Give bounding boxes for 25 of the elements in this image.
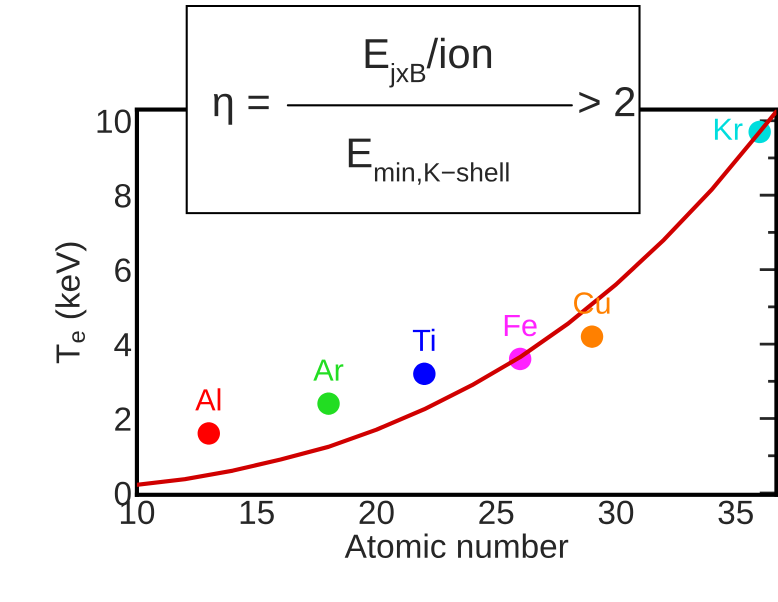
point: [580, 325, 604, 348]
series-label: Kr: [714, 118, 743, 140]
x-axis-title: Atomic number: [344, 534, 568, 558]
x-tick-label: 25: [479, 500, 514, 524]
text: EjxB/ion: [366, 38, 492, 88]
x-tick-label: 15: [240, 500, 274, 524]
y-tick-label: 4: [114, 333, 132, 356]
x-tick-label: 35: [718, 500, 753, 524]
y-tick-label: 8: [114, 184, 131, 208]
point: [317, 392, 340, 415]
point: [413, 362, 436, 386]
annotation: η =: [214, 94, 269, 125]
annotation: Emin,K−shell: [348, 138, 509, 185]
y-axis-title: T$_{e}$ (keV): [55, 242, 86, 364]
point: [198, 422, 220, 445]
x-tick-label: 30: [598, 500, 634, 524]
annotation: > 2: [579, 87, 634, 116]
series-label: Fe: [504, 314, 537, 336]
y-tick-label: 2: [115, 407, 130, 431]
y-tick-label: 10: [98, 110, 131, 134]
y-tick-label: 6: [115, 258, 131, 282]
series-label: Al: [195, 388, 220, 410]
series-label: Ti: [412, 328, 434, 351]
series-label: Ar: [313, 360, 344, 381]
x-tick-label: 20: [360, 500, 394, 524]
